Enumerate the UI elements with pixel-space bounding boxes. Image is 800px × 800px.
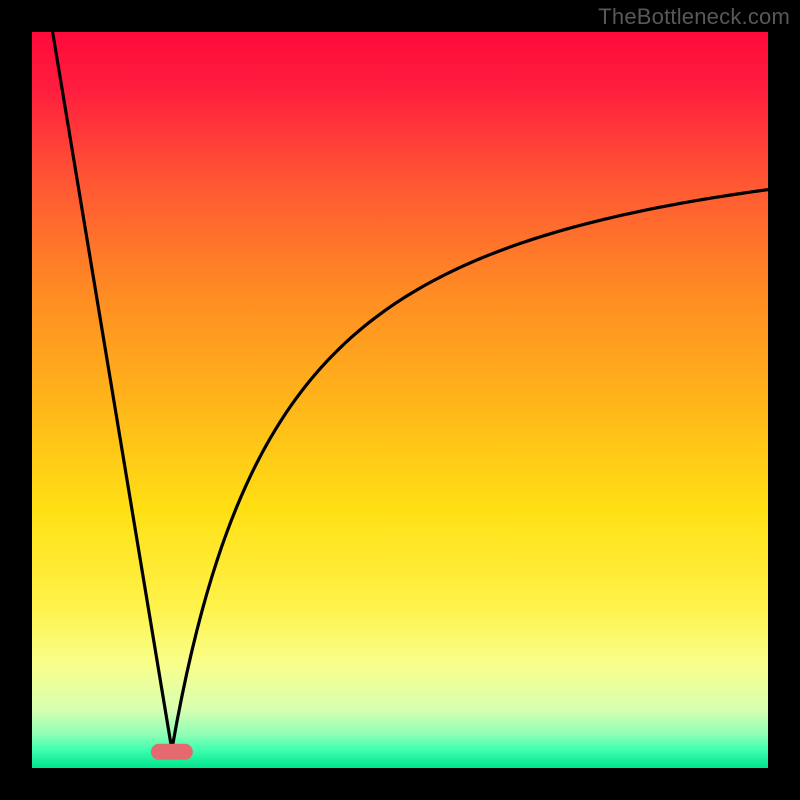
- bottleneck-chart: [0, 0, 800, 800]
- chart-plot-area: [32, 32, 768, 768]
- watermark-text: TheBottleneck.com: [598, 4, 790, 30]
- min-marker: [151, 744, 193, 760]
- chart-stage: TheBottleneck.com: [0, 0, 800, 800]
